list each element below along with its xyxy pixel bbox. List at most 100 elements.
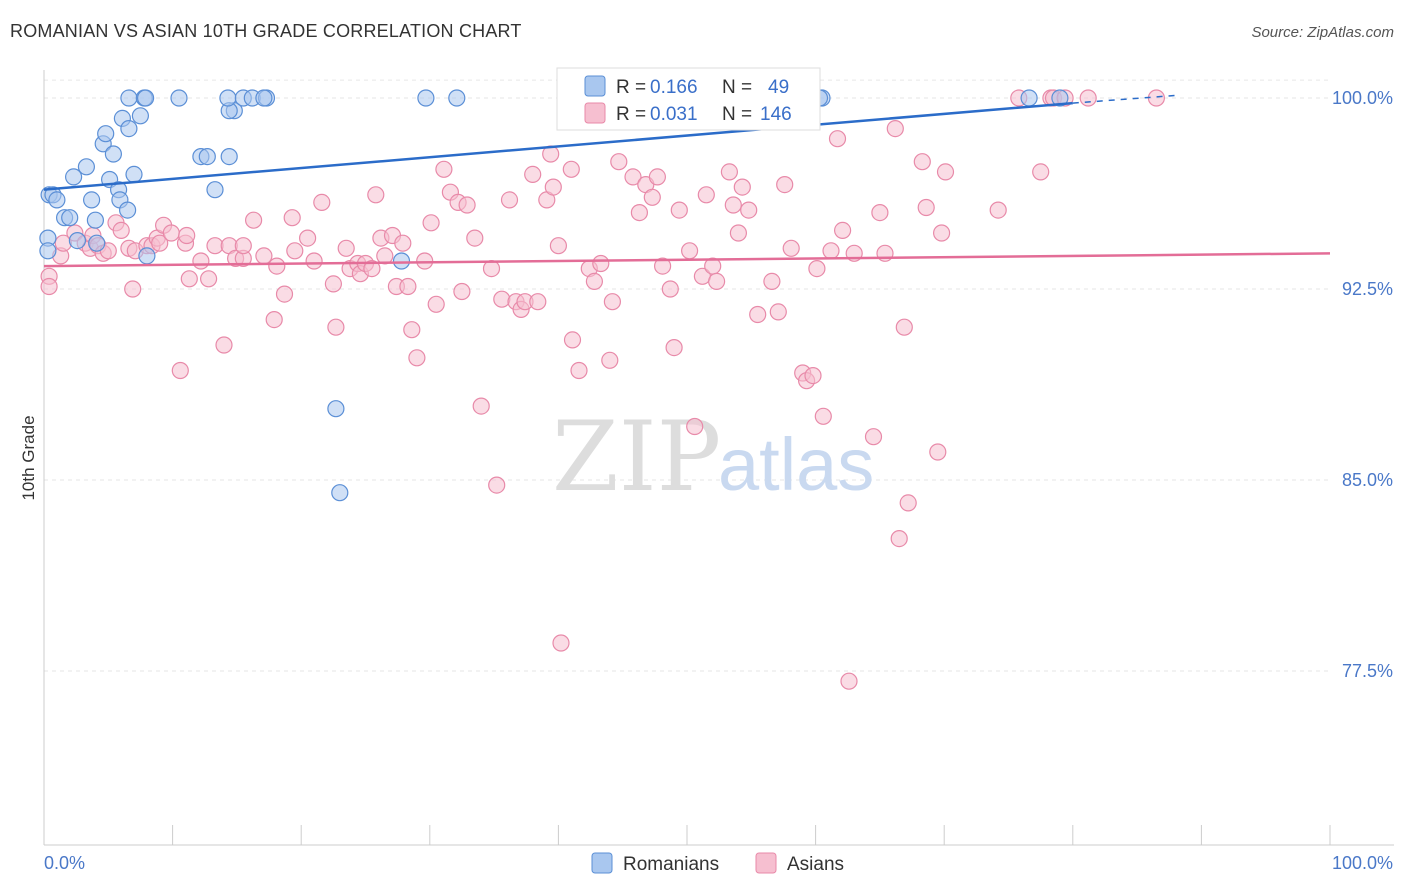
asian-point (178, 226, 196, 245)
asian-point (265, 311, 283, 329)
romanian-point (331, 484, 349, 502)
asian-point (563, 331, 582, 349)
y-tick-label: 77.5% (1342, 661, 1393, 681)
asian-point (112, 221, 130, 239)
asian-point (592, 254, 610, 273)
asian-point (707, 272, 726, 290)
asian-point (215, 336, 233, 354)
asian-point (416, 252, 434, 270)
asian-point (255, 247, 273, 265)
asian-point (283, 209, 301, 227)
legend-r-value: 0.031 (650, 104, 698, 125)
asian-point (435, 160, 453, 178)
romanians-trend-extension (1072, 94, 1176, 104)
asians-points (40, 89, 1166, 690)
romanian-point (220, 148, 238, 166)
romanian-point (170, 89, 188, 107)
asian-point (720, 163, 739, 181)
legend-r-label: R = (616, 77, 646, 98)
asian-point (670, 201, 688, 219)
romanian-point (448, 89, 466, 107)
asian-point (932, 224, 951, 242)
legend-swatch-asians (755, 852, 777, 874)
asian-point (749, 305, 767, 324)
asian-point (936, 163, 955, 181)
asian-point (929, 443, 947, 461)
asian-point (299, 229, 317, 247)
asian-point (680, 242, 699, 260)
asian-point (814, 407, 832, 425)
asian-point (453, 282, 471, 301)
asian-point (363, 260, 381, 278)
asian-point (544, 178, 562, 196)
chart-title: ROMANIAN VS ASIAN 10TH GRADE CORRELATION… (10, 21, 522, 41)
asian-point (466, 229, 484, 247)
romanian-point (88, 234, 106, 252)
asian-point (399, 277, 417, 296)
romanian-point (125, 165, 143, 183)
y-tick-label: 100.0% (1332, 88, 1393, 108)
asian-point (630, 204, 649, 222)
series-legend: Romanians Asians (591, 852, 844, 875)
asian-point (603, 293, 622, 311)
romanian-point (82, 191, 101, 209)
asian-point (367, 186, 385, 204)
asian-point (890, 529, 908, 548)
legend-n-value: 49 (768, 77, 789, 98)
asian-point (585, 272, 604, 290)
romanian-point (137, 89, 155, 107)
legend-r-value: 0.166 (650, 77, 698, 98)
legend-n-label: N = (722, 77, 752, 98)
asian-point (871, 204, 889, 222)
asian-point (1032, 163, 1050, 181)
asian-point (822, 242, 840, 260)
x-tick-label: 0.0% (44, 853, 85, 873)
legend-swatch-asians (584, 102, 606, 124)
asian-point (482, 260, 501, 278)
asian-point (724, 196, 742, 214)
romanians-trend-line (43, 101, 1073, 191)
romanian-point (131, 107, 149, 125)
asian-point (886, 120, 904, 138)
y-axis-title: 10th Grade (19, 415, 38, 500)
romanian-point (417, 89, 435, 107)
asian-point (472, 397, 490, 415)
romanian-point (120, 120, 138, 138)
asian-point (665, 339, 683, 357)
romanian-point (206, 181, 224, 199)
asian-point (782, 239, 800, 257)
romanian-point (219, 89, 237, 107)
asian-point (180, 270, 198, 288)
asian-point (337, 239, 355, 257)
asian-point (394, 234, 412, 252)
romanian-point (1020, 89, 1038, 107)
asian-point (40, 277, 58, 296)
asian-point (500, 191, 519, 209)
gridlines (44, 79, 1330, 672)
watermark: ZIP atlas (552, 401, 874, 513)
asian-point (989, 201, 1007, 219)
asian-point (245, 211, 263, 229)
asian-point (124, 280, 142, 298)
romanian-point (48, 191, 66, 209)
asian-point (570, 361, 588, 380)
asian-point (769, 303, 787, 321)
asian-point (740, 201, 758, 219)
asian-point (913, 153, 931, 171)
asian-point (917, 198, 935, 217)
asian-point (286, 242, 304, 260)
asian-point (549, 237, 568, 255)
asian-point (864, 428, 883, 446)
asian-point (192, 252, 210, 270)
asian-point (661, 280, 679, 298)
legend-n-value: 146 (760, 104, 792, 125)
asian-point (686, 417, 704, 436)
y-tick-label: 85.0% (1342, 470, 1393, 490)
asian-point (1147, 89, 1166, 107)
asian-point (313, 193, 331, 211)
romanian-point (118, 201, 137, 219)
correlation-legend: R = 0.166 N = 49 R = 0.031 N = 146 (556, 67, 821, 131)
asian-point (899, 494, 917, 512)
asian-point (776, 176, 794, 194)
asian-point (234, 237, 252, 255)
